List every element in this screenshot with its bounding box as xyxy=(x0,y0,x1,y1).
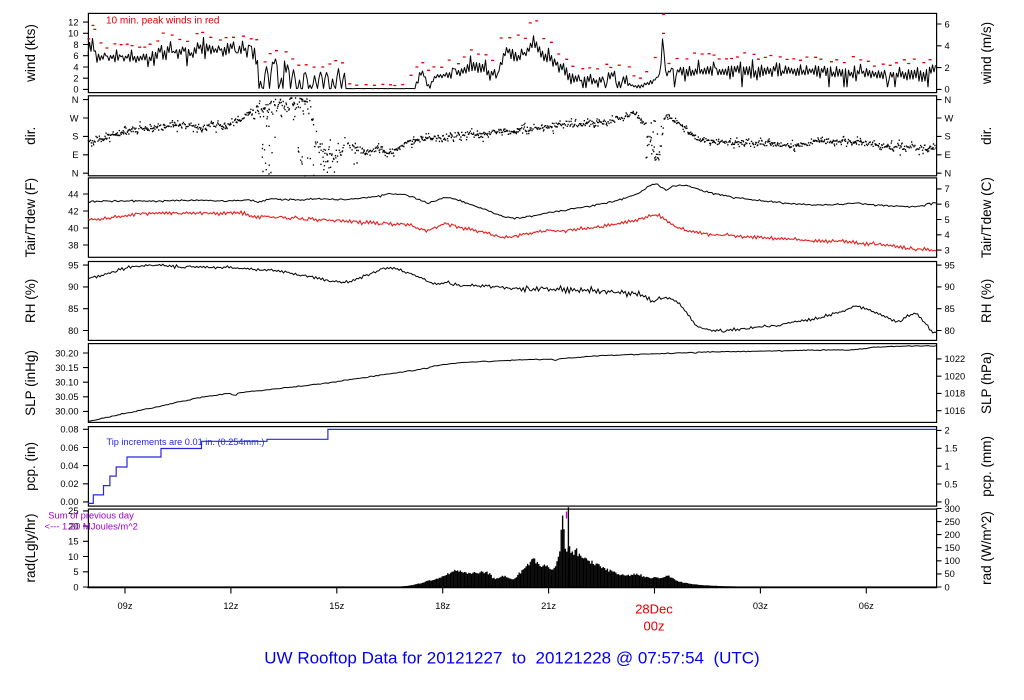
svg-text:06z: 06z xyxy=(859,601,874,611)
svg-text:0: 0 xyxy=(73,85,78,95)
svg-text:2: 2 xyxy=(945,63,950,73)
svg-text:2: 2 xyxy=(945,426,950,436)
svg-text:4: 4 xyxy=(945,230,950,240)
svg-text:15: 15 xyxy=(68,537,78,547)
svg-text:rad (W/m^2): rad (W/m^2) xyxy=(979,511,994,585)
svg-text:N: N xyxy=(72,169,79,179)
svg-text:pcp. (in): pcp. (in) xyxy=(23,442,38,491)
svg-text:10: 10 xyxy=(68,552,78,562)
svg-text:S: S xyxy=(945,132,951,142)
svg-text:4: 4 xyxy=(945,41,950,51)
svg-text:1022: 1022 xyxy=(945,354,966,364)
svg-text:30.10: 30.10 xyxy=(55,378,78,388)
svg-text:0: 0 xyxy=(73,582,78,592)
svg-text:Tair/Tdew (F): Tair/Tdew (F) xyxy=(23,178,38,258)
svg-text:SLP (hPa): SLP (hPa) xyxy=(979,352,994,414)
svg-text:dir.: dir. xyxy=(23,127,38,145)
svg-text:0: 0 xyxy=(945,497,950,507)
svg-text:RH (%): RH (%) xyxy=(979,279,994,323)
svg-text:150: 150 xyxy=(945,543,961,553)
svg-text:1: 1 xyxy=(945,462,950,472)
svg-text:W: W xyxy=(70,113,79,123)
svg-text:85: 85 xyxy=(68,304,78,314)
svg-text:6: 6 xyxy=(945,200,950,210)
svg-text:100: 100 xyxy=(945,556,961,566)
svg-text:95: 95 xyxy=(68,260,78,270)
svg-text:85: 85 xyxy=(945,304,955,314)
svg-text:09z: 09z xyxy=(118,601,133,611)
svg-text:15z: 15z xyxy=(329,601,344,611)
svg-text:0: 0 xyxy=(945,582,950,592)
svg-text:200: 200 xyxy=(945,530,961,540)
svg-text:12: 12 xyxy=(68,17,78,27)
svg-text:dir.: dir. xyxy=(979,127,994,145)
svg-text:0.5: 0.5 xyxy=(945,479,958,489)
svg-text:03z: 03z xyxy=(753,601,768,611)
svg-text:W: W xyxy=(945,113,954,123)
svg-text:Sum of previous day: Sum of previous day xyxy=(48,510,134,521)
svg-text:0.02: 0.02 xyxy=(60,479,78,489)
svg-text:95: 95 xyxy=(945,260,955,270)
svg-text:30.05: 30.05 xyxy=(55,392,78,402)
svg-text:1016: 1016 xyxy=(945,406,966,416)
svg-text:RH (%): RH (%) xyxy=(23,279,38,323)
svg-text:8: 8 xyxy=(73,40,78,50)
svg-text:30.00: 30.00 xyxy=(55,407,78,417)
svg-text:1018: 1018 xyxy=(945,389,966,399)
svg-text:0.04: 0.04 xyxy=(60,461,78,471)
svg-text:rad(Lgly/hr): rad(Lgly/hr) xyxy=(23,513,38,582)
svg-text:30.15: 30.15 xyxy=(55,363,78,373)
svg-text:4: 4 xyxy=(73,62,78,72)
svg-text:28Dec: 28Dec xyxy=(635,602,673,617)
svg-text:SLP (inHg): SLP (inHg) xyxy=(23,350,38,416)
svg-text:0.06: 0.06 xyxy=(60,443,78,453)
svg-text:Tair/Tdew (C): Tair/Tdew (C) xyxy=(979,177,994,258)
svg-text:25: 25 xyxy=(68,506,78,516)
svg-text:80: 80 xyxy=(68,326,78,336)
svg-text:N: N xyxy=(945,95,952,105)
svg-text:6: 6 xyxy=(73,51,78,61)
svg-text:wind (kts): wind (kts) xyxy=(23,24,38,83)
svg-text:S: S xyxy=(72,132,78,142)
svg-text:50: 50 xyxy=(945,569,955,579)
svg-text:E: E xyxy=(945,150,951,160)
svg-text:0.00: 0.00 xyxy=(60,497,78,507)
svg-text:21z: 21z xyxy=(541,601,556,611)
svg-text:6: 6 xyxy=(945,19,950,29)
svg-text:42: 42 xyxy=(68,206,78,216)
svg-text:0.08: 0.08 xyxy=(60,425,78,435)
svg-text:Tip increments are 0.01 in. (0: Tip increments are 0.01 in. (0.254mm.) xyxy=(107,437,265,447)
svg-text:N: N xyxy=(72,95,79,105)
svg-text:0: 0 xyxy=(945,85,950,95)
svg-text:10 min. peak winds in red: 10 min. peak winds in red xyxy=(106,16,219,27)
svg-text:90: 90 xyxy=(68,282,78,292)
svg-text:90: 90 xyxy=(945,282,955,292)
svg-text:1020: 1020 xyxy=(945,372,966,382)
svg-text:30.20: 30.20 xyxy=(55,348,78,358)
svg-text:<--- 1.20 MJoules/m^2: <--- 1.20 MJoules/m^2 xyxy=(45,521,138,532)
svg-text:7: 7 xyxy=(945,184,950,194)
svg-text:12z: 12z xyxy=(223,601,238,611)
svg-text:10: 10 xyxy=(68,29,78,39)
svg-text:18z: 18z xyxy=(435,601,450,611)
svg-text:UW Rooftop Data for 20121227: UW Rooftop Data for 20121227 to 20121228… xyxy=(264,649,759,668)
svg-text:300: 300 xyxy=(945,504,961,514)
svg-text:1.5: 1.5 xyxy=(945,444,958,454)
svg-text:250: 250 xyxy=(945,517,961,527)
svg-text:5: 5 xyxy=(73,567,78,577)
svg-text:40: 40 xyxy=(68,223,78,233)
svg-text:38: 38 xyxy=(68,240,78,250)
svg-text:80: 80 xyxy=(945,326,955,336)
svg-text:44: 44 xyxy=(68,189,78,199)
svg-text:pcp. (mm): pcp. (mm) xyxy=(979,436,994,497)
svg-text:20: 20 xyxy=(68,521,78,531)
svg-text:N: N xyxy=(945,169,952,179)
svg-text:E: E xyxy=(72,150,78,160)
svg-text:00z: 00z xyxy=(644,619,665,634)
svg-text:5: 5 xyxy=(945,215,950,225)
svg-text:wind (m/s): wind (m/s) xyxy=(979,22,994,85)
svg-text:3: 3 xyxy=(945,245,950,255)
svg-text:2: 2 xyxy=(73,74,78,84)
